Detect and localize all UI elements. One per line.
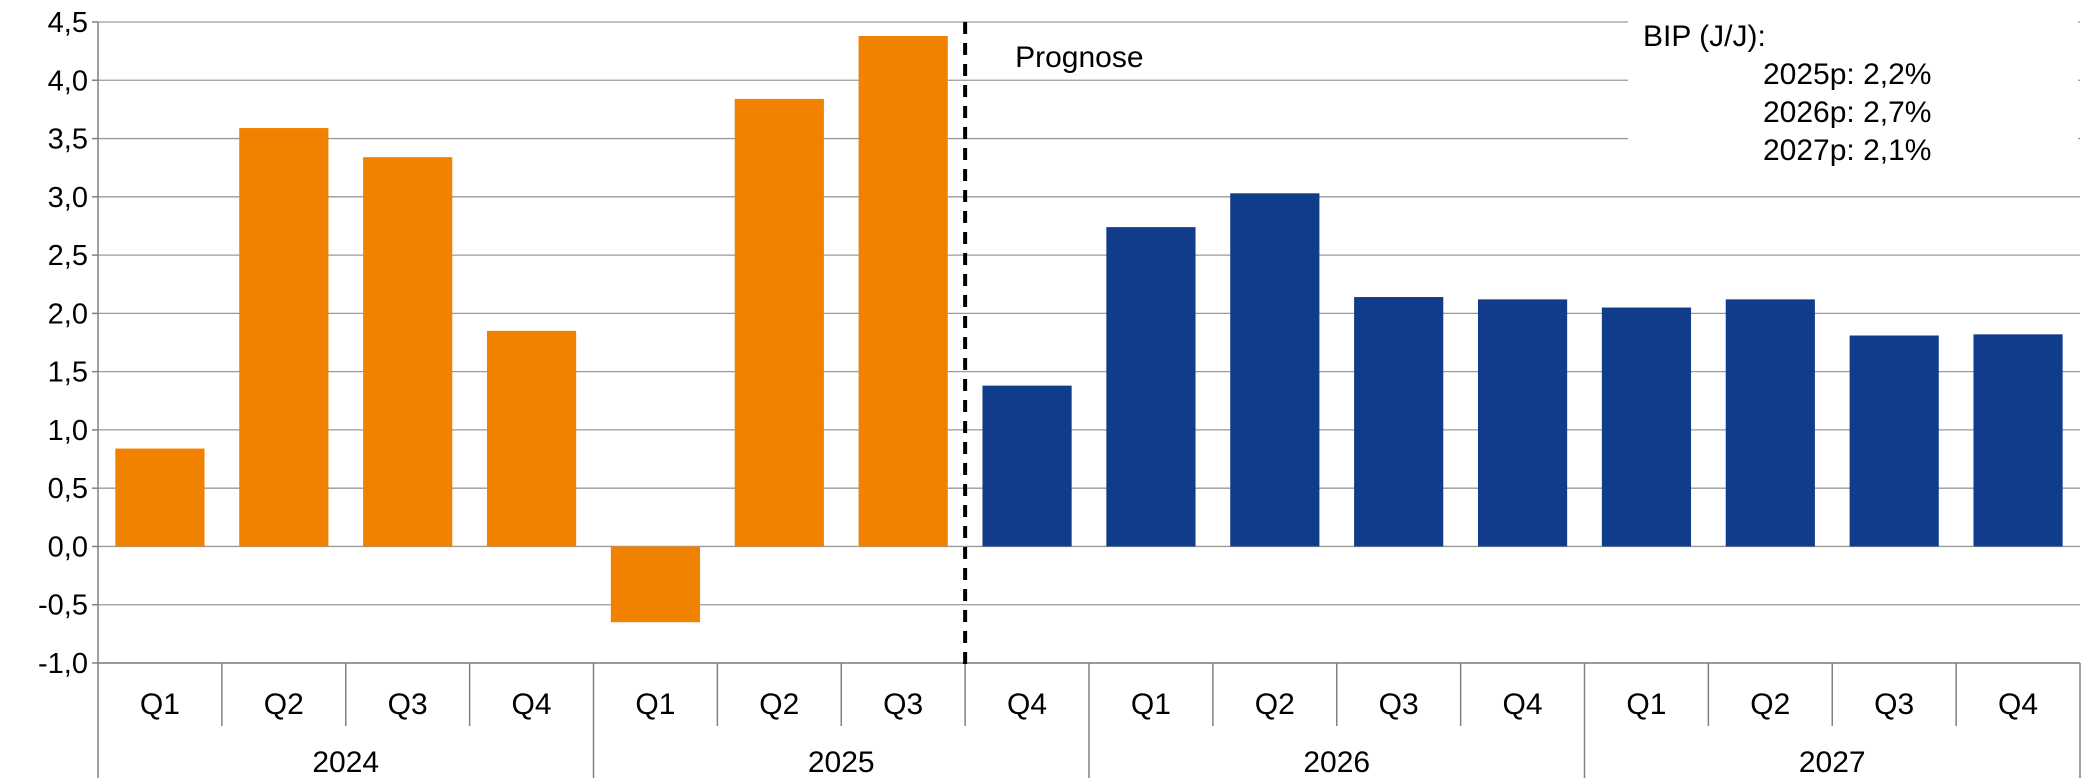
bar xyxy=(1354,297,1444,547)
bar xyxy=(1849,335,1939,547)
bar xyxy=(239,128,329,547)
bar xyxy=(1973,334,2063,547)
x-tick-label: Q2 xyxy=(1255,688,1295,721)
y-tick-label: 4,0 xyxy=(48,65,88,97)
y-tick-label: -0,5 xyxy=(38,590,88,622)
x-tick-label: Q4 xyxy=(1998,688,2038,721)
y-tick-label: 3,5 xyxy=(48,124,88,156)
forecast-label: Prognose xyxy=(1015,41,1143,74)
y-tick-label: -1,0 xyxy=(38,648,88,680)
y-tick-label: 0,0 xyxy=(48,531,88,563)
x-axis-ticks: Q1 Q2 Q3 Q4 Q1 Q2 Q3 Q4 Q1 Q2 Q3 Q4 Q1 Q2 Q3 Q4 xyxy=(140,688,2038,721)
x-tick-label: Q1 xyxy=(140,688,180,721)
bar xyxy=(1725,299,1815,547)
bars xyxy=(115,35,2063,623)
y-tick-label: 2,0 xyxy=(48,298,88,330)
y-axis-ticks: 4,5 4,0 3,5 3,0 2,5 2,0 1,5 1,0 0,5 0,0 -0,5 -1,0 xyxy=(38,7,88,680)
x-tick-label: Q2 xyxy=(1750,688,1790,721)
y-tick-label: 4,5 xyxy=(48,7,88,39)
y-tick-label: 0,5 xyxy=(48,473,88,505)
x-tick-label: Q4 xyxy=(1007,688,1047,721)
x-tick-label: Q3 xyxy=(883,688,923,721)
bar xyxy=(363,157,453,547)
year-label: 2025 xyxy=(808,746,875,778)
year-label: 2024 xyxy=(312,746,379,778)
gdp-annotation: BIP (J/J): 2025p: 2,2% 2026p: 2,7% 2027p… xyxy=(1628,14,2078,174)
annotation-line-2026: 2026p: 2,7% xyxy=(1763,96,1931,129)
bar xyxy=(1477,299,1568,547)
y-tick-label: 2,5 xyxy=(48,240,88,272)
bar xyxy=(858,35,948,547)
x-tick-label: Q3 xyxy=(1874,688,1914,721)
bar xyxy=(1230,193,1320,547)
year-label: 2027 xyxy=(1799,746,1866,778)
annotation-title: BIP (J/J): xyxy=(1643,20,1766,53)
annotation-line-2027: 2027p: 2,1% xyxy=(1763,134,1931,167)
x-tick-label: Q4 xyxy=(512,688,552,721)
bar xyxy=(610,546,701,623)
x-tick-label: Q1 xyxy=(1626,688,1666,721)
x-tick-label: Q2 xyxy=(759,688,799,721)
x-tick-label: Q1 xyxy=(1131,688,1171,721)
bar xyxy=(1601,307,1692,547)
bar xyxy=(486,330,577,547)
y-tick-label: 3,0 xyxy=(48,182,88,214)
bar xyxy=(734,98,824,547)
year-labels: 2024 2025 2026 2027 xyxy=(312,746,1865,778)
x-tick-label: Q4 xyxy=(1503,688,1543,721)
x-tick-label: Q3 xyxy=(388,688,428,721)
annotation-line-2025: 2025p: 2,2% xyxy=(1763,58,1931,91)
x-tick-label: Q1 xyxy=(635,688,675,721)
y-tick-label: 1,5 xyxy=(48,357,88,389)
y-tick-label: 1,0 xyxy=(48,415,88,447)
bar xyxy=(1106,227,1196,547)
x-tick-label: Q2 xyxy=(264,688,304,721)
bar xyxy=(982,385,1072,547)
bar xyxy=(115,448,205,547)
year-label: 2026 xyxy=(1303,746,1370,778)
x-tick-label: Q3 xyxy=(1379,688,1419,721)
annotation-background xyxy=(1628,14,2078,174)
axes xyxy=(92,21,2081,778)
